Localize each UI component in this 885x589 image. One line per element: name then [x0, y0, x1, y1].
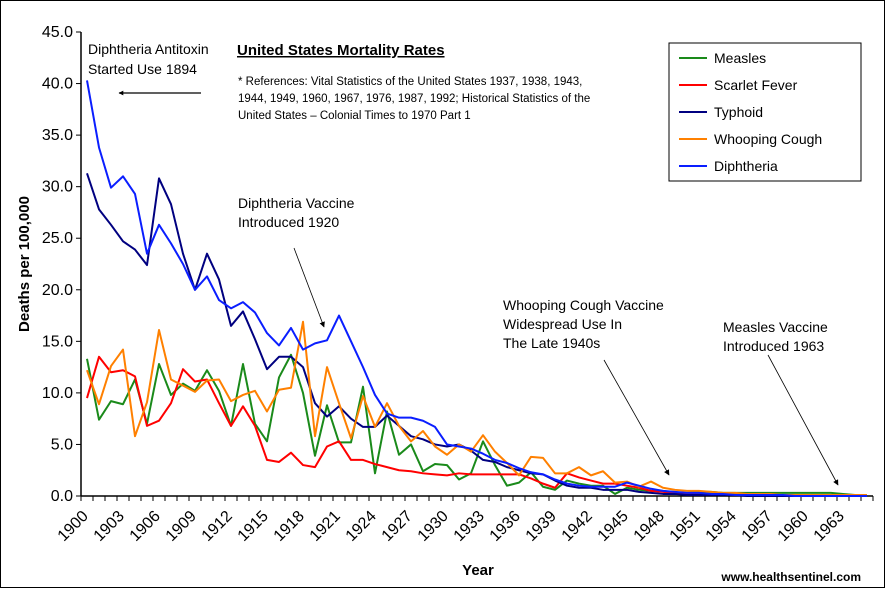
x-tick-label: 1951 — [667, 508, 704, 545]
annotation-whooping-vaccine: Widespread Use In — [503, 316, 622, 332]
y-tick-label: 10.0 — [42, 385, 73, 402]
annotation-antitoxin: Diphtheria Antitoxin — [88, 41, 209, 57]
y-tick-label: 30.0 — [42, 179, 73, 196]
annotation-diphtheria-vaccine: Diphtheria Vaccine — [238, 195, 355, 211]
x-tick-label: 1909 — [163, 508, 200, 545]
legend-label: Typhoid — [714, 104, 763, 120]
x-tick-label: 1957 — [739, 508, 776, 545]
series-line-whooping-cough — [86, 320, 867, 496]
x-tick-label: 1945 — [595, 508, 632, 545]
y-tick-label: 25.0 — [42, 230, 73, 247]
legend-label: Whooping Cough — [714, 131, 822, 147]
arrow-icon — [293, 247, 325, 328]
chart-title: United States Mortality Rates — [237, 42, 445, 59]
series-line-scarlet-fever — [86, 355, 867, 496]
legend-label: Diphtheria — [714, 158, 778, 174]
annotation-references: United States – Colonial Times to 1970 P… — [238, 110, 471, 122]
arrow-icon — [603, 359, 670, 476]
annotation-whooping-vaccine: The Late 1940s — [503, 335, 600, 351]
x-tick-label: 1936 — [487, 508, 524, 545]
annotation-diphtheria-vaccine: Introduced 1920 — [238, 214, 339, 230]
x-tick-label: 1915 — [235, 508, 272, 545]
annotation-references: * References: Vital Statistics of the Un… — [238, 76, 582, 88]
annotation-measles-vaccine: Measles Vaccine — [723, 319, 828, 335]
x-tick-label: 1963 — [811, 508, 848, 545]
source-credit: www.healthsentinel.com — [720, 570, 861, 584]
x-tick-label: 1924 — [343, 508, 380, 545]
arrow-icon — [767, 354, 839, 486]
legend-label: Scarlet Fever — [714, 77, 798, 93]
x-tick-label: 1912 — [199, 508, 236, 545]
y-axis-label: Deaths per 100,000 — [16, 196, 33, 332]
y-tick-label: 35.0 — [42, 127, 73, 144]
x-axis-label: Year — [462, 562, 494, 579]
x-tick-label: 1960 — [775, 508, 812, 545]
y-tick-label: 0.0 — [51, 488, 73, 505]
series-line-diphtheria — [86, 80, 867, 497]
x-tick-label: 1900 — [55, 508, 92, 545]
x-tick-label: 1903 — [91, 508, 128, 545]
y-tick-label: 20.0 — [42, 282, 73, 299]
annotation-antitoxin: Started Use 1894 — [88, 61, 197, 77]
x-tick-label: 1927 — [379, 508, 416, 545]
y-tick-label: 15.0 — [42, 333, 73, 350]
annotation-references: 1944, 1949, 1960, 1967, 1976, 1987, 1992… — [238, 93, 590, 105]
x-tick-label: 1918 — [271, 508, 308, 545]
x-tick-label: 1933 — [451, 508, 488, 545]
annotation-whooping-vaccine: Whooping Cough Vaccine — [503, 297, 664, 313]
y-tick-label: 5.0 — [51, 436, 73, 453]
x-tick-label: 1930 — [415, 508, 452, 545]
annotation-measles-vaccine: Introduced 1963 — [723, 338, 824, 354]
x-tick-label: 1921 — [307, 508, 344, 545]
x-tick-label: 1939 — [523, 508, 560, 545]
x-tick-label: 1906 — [127, 508, 164, 545]
x-tick-label: 1948 — [631, 508, 668, 545]
y-tick-label: 40.0 — [42, 76, 73, 93]
x-tick-label: 1942 — [559, 508, 596, 545]
y-tick-label: 45.0 — [42, 24, 73, 41]
legend-label: Measles — [714, 50, 766, 66]
x-tick-label: 1954 — [703, 508, 740, 545]
